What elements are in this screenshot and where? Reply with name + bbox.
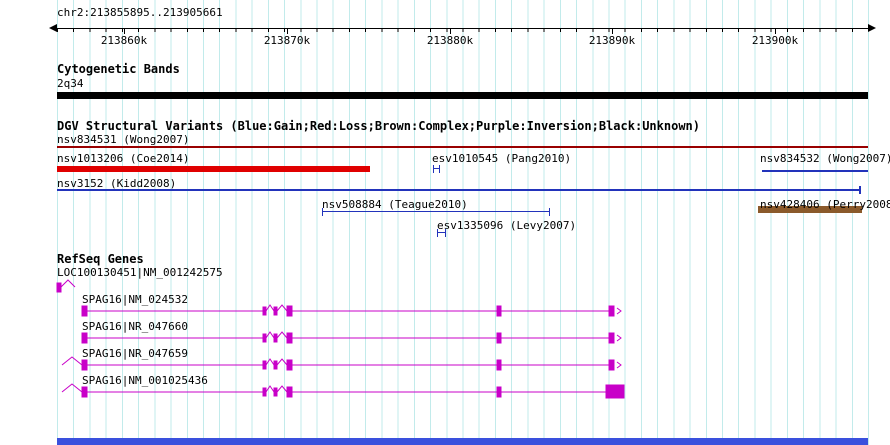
bracket-end [322, 208, 323, 216]
gene-label-loc100130451[interactable]: LOC100130451|NM_001242575 [57, 266, 223, 279]
gene-label-spag16-nm001025436[interactable]: SPAG16|NM_001025436 [82, 374, 208, 387]
ruler-tick-label: 213890k [588, 34, 636, 47]
variant-label-nsv3152[interactable]: nsv3152 (Kidd2008) [57, 177, 177, 190]
bottom-track-bar[interactable] [57, 438, 868, 445]
bracket-end [549, 208, 550, 216]
bracket-end [437, 229, 438, 237]
ruler-minor-ticks [57, 28, 868, 32]
cytoband-bar[interactable] [57, 92, 868, 99]
ruler-tick-label: 213880k [426, 34, 474, 47]
bracket-span [433, 168, 440, 169]
cytobands-track-title: Cytogenetic Bands [57, 62, 180, 76]
variant-label-esv1335096[interactable]: esv1335096 (Levy2007) [437, 219, 577, 232]
gene-model-spag16-nr047660[interactable] [81, 331, 622, 344]
variant-label-nsv508884[interactable]: nsv508884 (Teague2010) [322, 198, 468, 211]
variant-bar-nsv834531[interactable] [57, 146, 868, 148]
gene-model-loc100130451[interactable] [56, 279, 76, 293]
ruler-tick-label: 213870k [263, 34, 311, 47]
variant-glyph-nsv508884[interactable] [322, 208, 550, 216]
variant-bar-nsv3152-endtick [859, 186, 861, 194]
variant-glyph-esv1010545[interactable] [433, 165, 440, 173]
ruler-left-arrow-icon[interactable] [49, 24, 57, 32]
bracket-span [437, 232, 446, 233]
bracket-span [322, 211, 550, 212]
gene-model-spag16-nr047659[interactable] [61, 356, 622, 371]
gene-label-spag16-nm024532[interactable]: SPAG16|NM_024532 [82, 293, 188, 306]
variant-glyph-esv1335096[interactable] [437, 229, 446, 237]
ruler-major-tick [612, 28, 613, 34]
ruler-right-arrow-icon[interactable] [868, 24, 876, 32]
gene-model-spag16-nm024532[interactable] [81, 304, 622, 317]
variant-label-nsv1013206[interactable]: nsv1013206 (Coe2014) [57, 152, 190, 165]
bracket-end [433, 165, 434, 173]
gene-label-spag16-nr047660[interactable]: SPAG16|NR_047660 [82, 320, 188, 333]
bracket-end [445, 229, 446, 237]
gene-label-spag16-nr047659[interactable]: SPAG16|NR_047659 [82, 347, 188, 360]
variant-bar-nsv3152[interactable] [57, 189, 860, 191]
variant-label-nsv834532[interactable]: nsv834532 (Wong2007) [760, 152, 890, 165]
refseq-track-title: RefSeq Genes [57, 252, 144, 266]
ruler-major-tick [775, 28, 776, 34]
ruler-major-tick [124, 28, 125, 34]
variant-bar-nsv1013206[interactable] [57, 166, 370, 172]
dgv-track-title: DGV Structural Variants (Blue:Gain;Red:L… [57, 119, 700, 133]
bracket-end [439, 165, 440, 173]
ruler-major-tick [287, 28, 288, 34]
variant-bar-nsv834532[interactable] [762, 170, 868, 172]
ruler-major-tick [450, 28, 451, 34]
coordinate-gridlines [57, 0, 869, 445]
cytoband-label: 2q34 [57, 77, 84, 90]
variant-label-esv1010545[interactable]: esv1010545 (Pang2010) [432, 152, 572, 165]
variant-bar-nsv428406[interactable] [758, 206, 862, 213]
ruler-tick-label: 213860k [100, 34, 148, 47]
gene-model-spag16-nm001025436[interactable] [61, 383, 625, 399]
variant-label-nsv428406[interactable]: nsv428406 (Perry2008b) [760, 198, 890, 211]
variant-label-nsv834531[interactable]: nsv834531 (Wong2007) [57, 133, 190, 146]
region-coordinates: chr2:213855895..213905661 [57, 6, 223, 19]
ruler-tick-label: 213900k [751, 34, 799, 47]
